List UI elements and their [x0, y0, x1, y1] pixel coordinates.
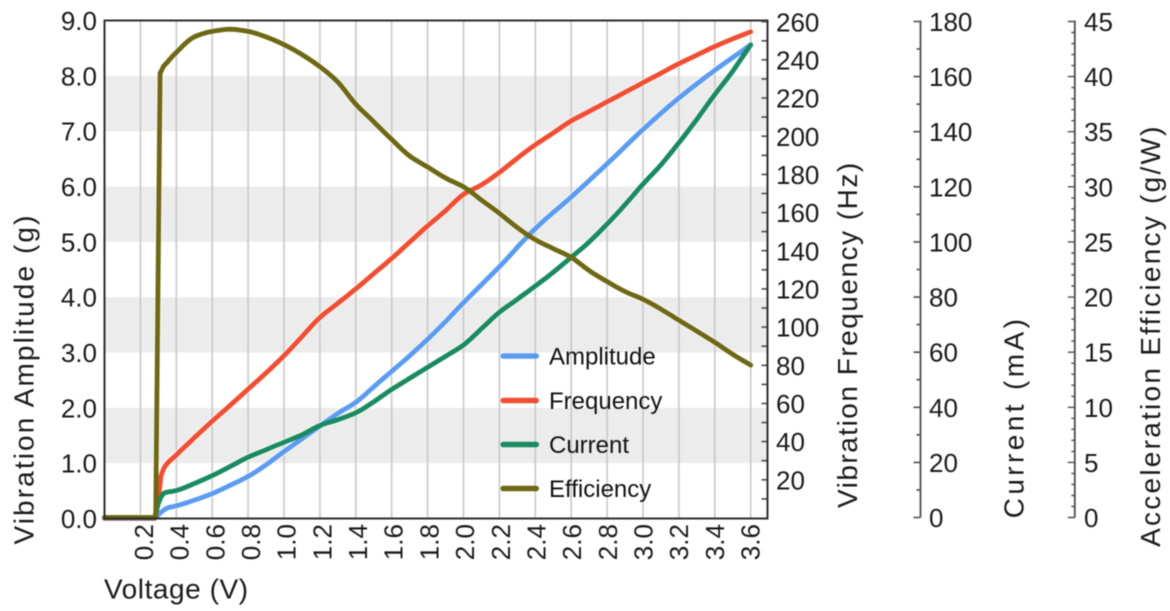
svg-text:35: 35 — [1084, 117, 1113, 147]
svg-text:260: 260 — [776, 7, 819, 37]
svg-text:0: 0 — [929, 503, 943, 533]
svg-text:0.0: 0.0 — [61, 504, 97, 534]
svg-text:160: 160 — [776, 198, 819, 228]
svg-text:120: 120 — [776, 275, 819, 305]
svg-text:0.2: 0.2 — [129, 524, 159, 560]
svg-text:20: 20 — [1084, 283, 1113, 313]
svg-text:100: 100 — [929, 227, 972, 257]
svg-text:120: 120 — [929, 172, 972, 202]
svg-text:Acceleration Efficiency (g/W): Acceleration Efficiency (g/W) — [1135, 124, 1166, 547]
svg-text:200: 200 — [776, 122, 819, 152]
svg-text:Amplitude: Amplitude — [549, 343, 656, 370]
svg-text:0.8: 0.8 — [236, 524, 266, 560]
svg-text:10: 10 — [1084, 393, 1113, 423]
svg-text:1.2: 1.2 — [307, 524, 337, 560]
svg-text:60: 60 — [929, 338, 958, 368]
svg-text:40: 40 — [929, 393, 958, 423]
svg-text:140: 140 — [929, 117, 972, 147]
svg-text:0.6: 0.6 — [200, 524, 230, 560]
svg-text:Vibration Frequency (Hz): Vibration Frequency (Hz) — [832, 161, 863, 508]
svg-text:1.0: 1.0 — [272, 524, 302, 560]
svg-text:9.0: 9.0 — [61, 6, 97, 36]
svg-text:20: 20 — [776, 465, 805, 495]
svg-text:25: 25 — [1084, 227, 1113, 257]
svg-text:2.8: 2.8 — [593, 524, 623, 560]
svg-text:Frequency: Frequency — [549, 388, 662, 415]
svg-text:3.2: 3.2 — [664, 524, 694, 560]
svg-text:Efficiency: Efficiency — [549, 476, 651, 503]
svg-text:2.0: 2.0 — [61, 393, 97, 423]
svg-text:3.4: 3.4 — [700, 524, 730, 560]
svg-text:8.0: 8.0 — [61, 61, 97, 91]
svg-text:3.0: 3.0 — [629, 524, 659, 560]
svg-text:Current (mA): Current (mA) — [999, 316, 1030, 519]
svg-text:5.0: 5.0 — [61, 227, 97, 257]
svg-text:45: 45 — [1084, 7, 1113, 37]
svg-text:240: 240 — [776, 45, 819, 75]
svg-text:15: 15 — [1084, 338, 1113, 368]
svg-text:2.6: 2.6 — [557, 524, 587, 560]
svg-text:5: 5 — [1084, 448, 1098, 478]
svg-text:100: 100 — [776, 313, 819, 343]
svg-text:Voltage (V): Voltage (V) — [104, 574, 249, 605]
svg-text:2.4: 2.4 — [522, 524, 552, 560]
svg-text:220: 220 — [776, 84, 819, 114]
svg-text:40: 40 — [1084, 62, 1113, 92]
svg-text:6.0: 6.0 — [61, 172, 97, 202]
svg-text:2.0: 2.0 — [450, 524, 480, 560]
svg-text:20: 20 — [929, 448, 958, 478]
svg-text:180: 180 — [929, 7, 972, 37]
svg-text:80: 80 — [929, 283, 958, 313]
svg-text:1.0: 1.0 — [61, 449, 97, 479]
svg-text:60: 60 — [776, 389, 805, 419]
svg-text:160: 160 — [929, 62, 972, 92]
svg-text:1.4: 1.4 — [343, 524, 373, 560]
svg-text:Current: Current — [549, 432, 629, 459]
svg-text:3.0: 3.0 — [61, 338, 97, 368]
svg-text:2.2: 2.2 — [486, 524, 516, 560]
svg-text:7.0: 7.0 — [61, 117, 97, 147]
svg-text:4.0: 4.0 — [61, 283, 97, 313]
svg-text:0.4: 0.4 — [165, 524, 195, 560]
svg-text:30: 30 — [1084, 172, 1113, 202]
svg-text:140: 140 — [776, 236, 819, 266]
svg-text:1.8: 1.8 — [414, 524, 444, 560]
svg-text:40: 40 — [776, 427, 805, 457]
svg-text:80: 80 — [776, 351, 805, 381]
svg-text:0: 0 — [1084, 503, 1098, 533]
svg-text:3.6: 3.6 — [736, 524, 766, 560]
svg-text:1.6: 1.6 — [379, 524, 409, 560]
svg-text:Vibration Amplitude (g): Vibration Amplitude (g) — [9, 213, 40, 544]
svg-text:180: 180 — [776, 160, 819, 190]
